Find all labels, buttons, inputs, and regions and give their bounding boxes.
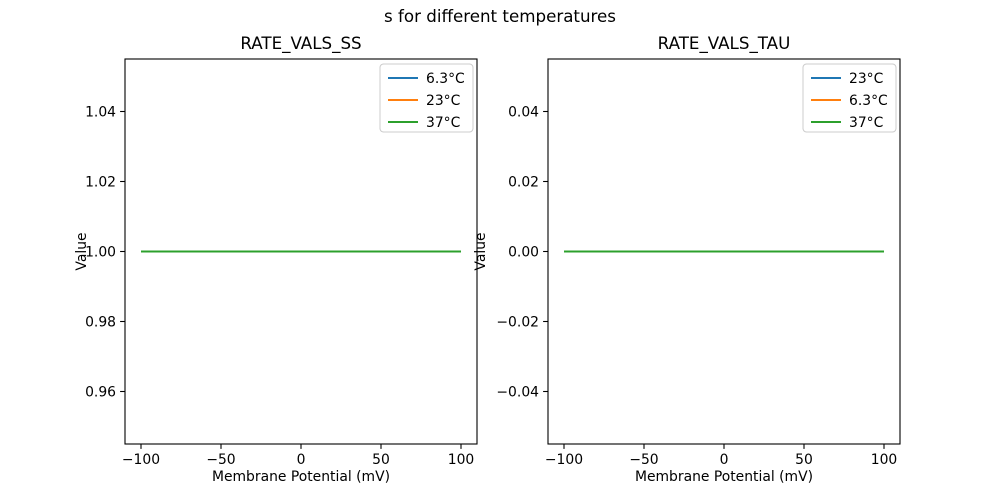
y-tick-label: 0.00 — [508, 245, 539, 261]
legend: 23°C 6.3°C 37°C — [802, 63, 897, 133]
y-tick-label: 0.98 — [85, 315, 116, 331]
axes-frame — [547, 58, 901, 445]
y-tick-label: −0.02 — [496, 315, 539, 331]
x-tick-label: −50 — [629, 452, 658, 468]
y-axis-label: Value — [74, 232, 90, 270]
figure-suptitle: s for different temperatures — [384, 6, 616, 26]
subplot-rate-vals-ss: −100 −50 0 50 100 0.96 0.98 1.00 1.02 1.04 Membran… — [74, 33, 478, 485]
y-tick-label: −0.04 — [496, 385, 539, 401]
subplot-rate-vals-tau: −100 −50 0 50 100 −0.04 −0.02 0.00 0.02 0.04 Membr… — [473, 33, 901, 485]
y-axis-label: Value — [473, 232, 489, 270]
legend-frame — [802, 63, 897, 133]
x-tick-label: −100 — [545, 452, 583, 468]
axes-frame — [124, 58, 478, 445]
legend-frame — [379, 63, 474, 133]
legend-label-23-c: 23°C — [849, 71, 883, 87]
legend-label-6-3-c: 6.3°C — [849, 93, 888, 109]
subplot-title: RATE_VALS_SS — [240, 33, 361, 54]
x-tick-label: 0 — [720, 452, 729, 468]
legend-label-37-c: 37°C — [849, 115, 883, 131]
x-tick-label: −50 — [206, 452, 235, 468]
x-axis-label: Membrane Potential (mV) — [212, 469, 390, 485]
y-tick-label: 1.04 — [85, 105, 116, 121]
legend-label-23-c: 23°C — [426, 93, 460, 109]
legend-label-6-3-c: 6.3°C — [426, 71, 465, 87]
x-tick-label: −100 — [122, 452, 160, 468]
x-tick-label: 50 — [795, 452, 813, 468]
legend-label-37-c: 37°C — [426, 115, 460, 131]
x-tick-label: 50 — [372, 452, 390, 468]
subplot-title: RATE_VALS_TAU — [658, 33, 791, 54]
y-tick-label: 1.02 — [85, 175, 116, 191]
y-tick-label: 0.04 — [508, 105, 539, 121]
y-tick-label: 0.96 — [85, 385, 116, 401]
x-axis-label: Membrane Potential (mV) — [635, 469, 813, 485]
y-tick-label: 1.00 — [85, 245, 116, 261]
x-tick-label: 100 — [448, 452, 475, 468]
x-tick-label: 0 — [297, 452, 306, 468]
y-tick-label: 0.02 — [508, 175, 539, 191]
x-tick-label: 100 — [871, 452, 898, 468]
legend: 6.3°C 23°C 37°C — [379, 63, 474, 133]
